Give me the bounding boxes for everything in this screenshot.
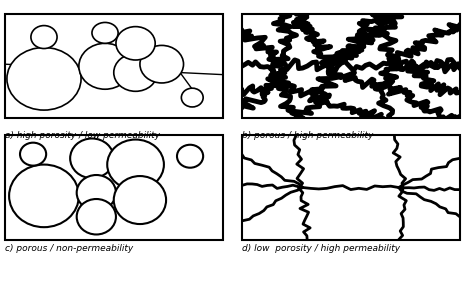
Text: b) porous / high permeability: b) porous / high permeability — [242, 131, 373, 140]
Ellipse shape — [116, 27, 155, 60]
Ellipse shape — [77, 175, 116, 210]
Ellipse shape — [140, 45, 183, 83]
Ellipse shape — [7, 47, 81, 110]
Ellipse shape — [79, 43, 131, 89]
Ellipse shape — [9, 165, 79, 227]
Text: c) porous / non-permeability: c) porous / non-permeability — [5, 244, 133, 253]
Ellipse shape — [20, 143, 46, 166]
Ellipse shape — [177, 145, 203, 168]
Ellipse shape — [31, 26, 57, 49]
Ellipse shape — [77, 199, 116, 235]
Ellipse shape — [70, 138, 114, 178]
Ellipse shape — [114, 54, 157, 91]
Ellipse shape — [92, 23, 118, 43]
Text: a) high porosity / low permeability: a) high porosity / low permeability — [5, 131, 160, 140]
Ellipse shape — [107, 140, 164, 190]
Text: d) low  porosity / high permeability: d) low porosity / high permeability — [242, 244, 400, 253]
Ellipse shape — [182, 88, 203, 107]
Ellipse shape — [114, 176, 166, 224]
